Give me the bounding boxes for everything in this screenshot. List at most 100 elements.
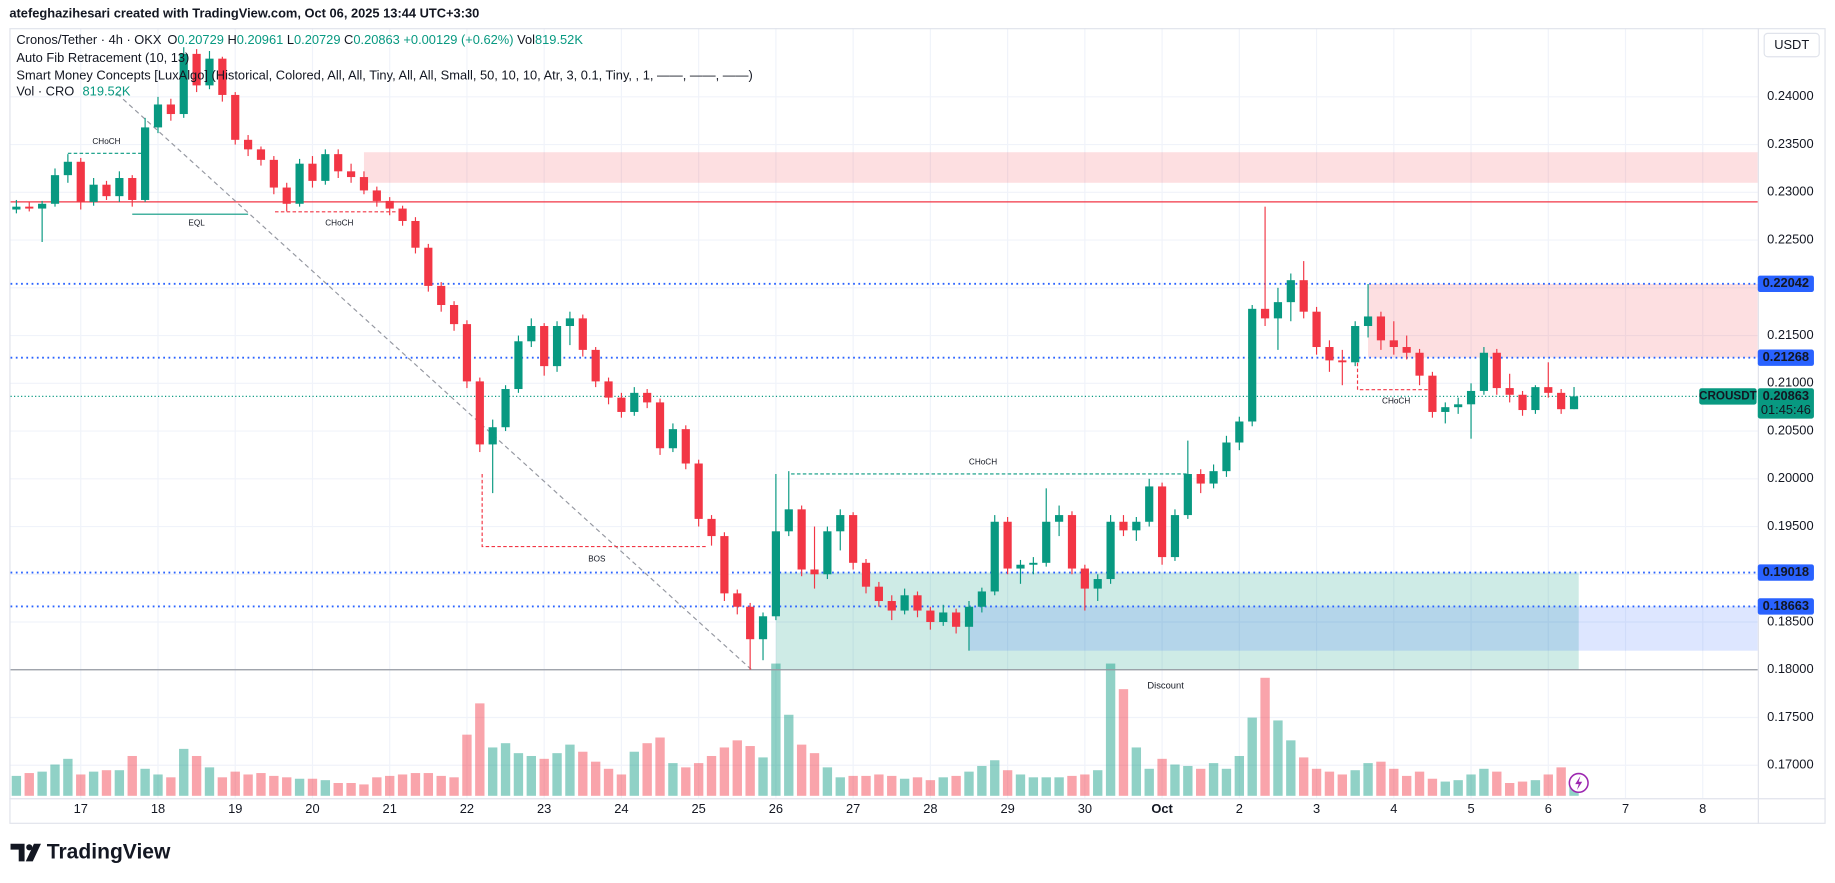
volume-bar	[693, 763, 704, 796]
volume-bar	[848, 775, 858, 796]
candle-body	[1325, 347, 1334, 361]
volume-bar	[333, 783, 343, 796]
candle-body	[166, 104, 175, 115]
candle-body	[1505, 388, 1514, 395]
volume-bar	[668, 763, 678, 796]
candle-body	[282, 187, 291, 204]
annotation: CHoCH	[325, 219, 353, 228]
volume-bar	[217, 777, 228, 796]
candle-body	[746, 606, 755, 640]
candle-body	[1080, 568, 1089, 589]
volume-bar	[1196, 768, 1206, 796]
volume-bar	[1479, 768, 1489, 796]
x-tick-label: 3	[1313, 801, 1320, 816]
x-tick-label: 29	[1000, 801, 1014, 816]
fib-line	[116, 93, 753, 672]
x-tick-label: 23	[537, 801, 551, 816]
volume-bar	[1041, 777, 1051, 796]
candle-body	[565, 318, 575, 327]
candle-body	[681, 429, 690, 464]
zone	[968, 606, 1758, 651]
volume-bar	[410, 773, 421, 796]
candle-body	[1157, 486, 1167, 558]
volume-bar	[835, 777, 845, 796]
candle-body	[1248, 308, 1257, 422]
candle-body	[668, 429, 678, 449]
candle-body	[1299, 280, 1308, 312]
volume-bar	[1530, 780, 1541, 796]
candle-body	[1402, 347, 1411, 353]
candle-body	[1029, 562, 1038, 565]
currency[interactable]: USDT	[1774, 37, 1809, 52]
volume-bar	[719, 747, 730, 796]
volume-bar	[153, 774, 163, 796]
currency-button[interactable]	[1763, 32, 1820, 58]
candle-body	[437, 285, 446, 306]
candle-body	[1222, 442, 1231, 472]
volume-bar	[938, 777, 948, 796]
candle-body	[1389, 340, 1398, 348]
volume-bar	[899, 778, 910, 796]
volume-bar	[1324, 771, 1335, 796]
candle-body	[38, 203, 47, 209]
volume-bar	[1221, 768, 1232, 796]
volume-bar	[1453, 780, 1463, 796]
volume-bar	[784, 714, 794, 796]
key: H	[227, 32, 236, 47]
volume-bar	[1363, 763, 1373, 796]
x-tick-label: 28	[923, 801, 937, 816]
volume-bar	[1376, 761, 1386, 796]
x-tick-label: 19	[228, 801, 242, 816]
volume-bar	[745, 746, 755, 796]
volume-bar	[449, 777, 459, 796]
candle-body	[89, 184, 98, 202]
volume-bar	[114, 770, 125, 796]
volume-bar	[887, 775, 897, 796]
credit: atefeghazihesari created with TradingVie…	[9, 5, 479, 20]
volume-bar	[1517, 781, 1528, 796]
volume-bar	[513, 753, 524, 796]
candle-body	[63, 161, 72, 176]
candle-body	[1145, 486, 1154, 522]
choch-line	[1356, 362, 1431, 391]
candle-body	[424, 247, 433, 286]
y-tick-label: 0.18500	[1767, 613, 1813, 628]
volume-bar	[861, 775, 871, 796]
candle-body	[1042, 521, 1051, 563]
annotation: CHoCH	[1382, 397, 1410, 406]
volume-bar	[372, 777, 382, 796]
candle-body	[836, 515, 845, 532]
candle-body	[141, 127, 150, 200]
x-tick-label: Oct	[1151, 801, 1173, 816]
candle-body	[1119, 521, 1128, 531]
candle-body	[50, 175, 60, 204]
volume-bar	[1350, 770, 1360, 796]
volume-bar	[590, 761, 601, 796]
volume-bar	[796, 744, 807, 796]
volume-bar	[204, 767, 215, 796]
candle-body	[1376, 316, 1386, 341]
volume-bar	[1556, 767, 1566, 796]
last-price-label: 0.20863	[1763, 388, 1809, 403]
volume-bar	[127, 755, 137, 796]
candle-body	[887, 601, 896, 611]
level-tag	[1757, 598, 1814, 615]
x-tick-label: 25	[692, 801, 706, 816]
candle-body	[1183, 474, 1192, 516]
volume-bar	[294, 778, 305, 796]
volume-bar	[822, 767, 833, 796]
level-tag	[1757, 349, 1814, 366]
volume-bar	[874, 774, 884, 796]
value: 819.52K	[83, 84, 131, 99]
volume-bar	[1105, 663, 1116, 796]
y-tick-label: 0.22500	[1767, 231, 1813, 246]
countdown: 01:45:46	[1761, 402, 1811, 417]
y-tick-label: 0.23000	[1767, 184, 1813, 199]
candle-body	[231, 94, 240, 140]
candle-body	[694, 463, 703, 519]
volume-bar	[1067, 775, 1077, 796]
volume-bar	[1440, 781, 1450, 796]
key: Vol	[517, 32, 535, 47]
volume	[11, 663, 1579, 796]
candle-body	[449, 305, 459, 325]
